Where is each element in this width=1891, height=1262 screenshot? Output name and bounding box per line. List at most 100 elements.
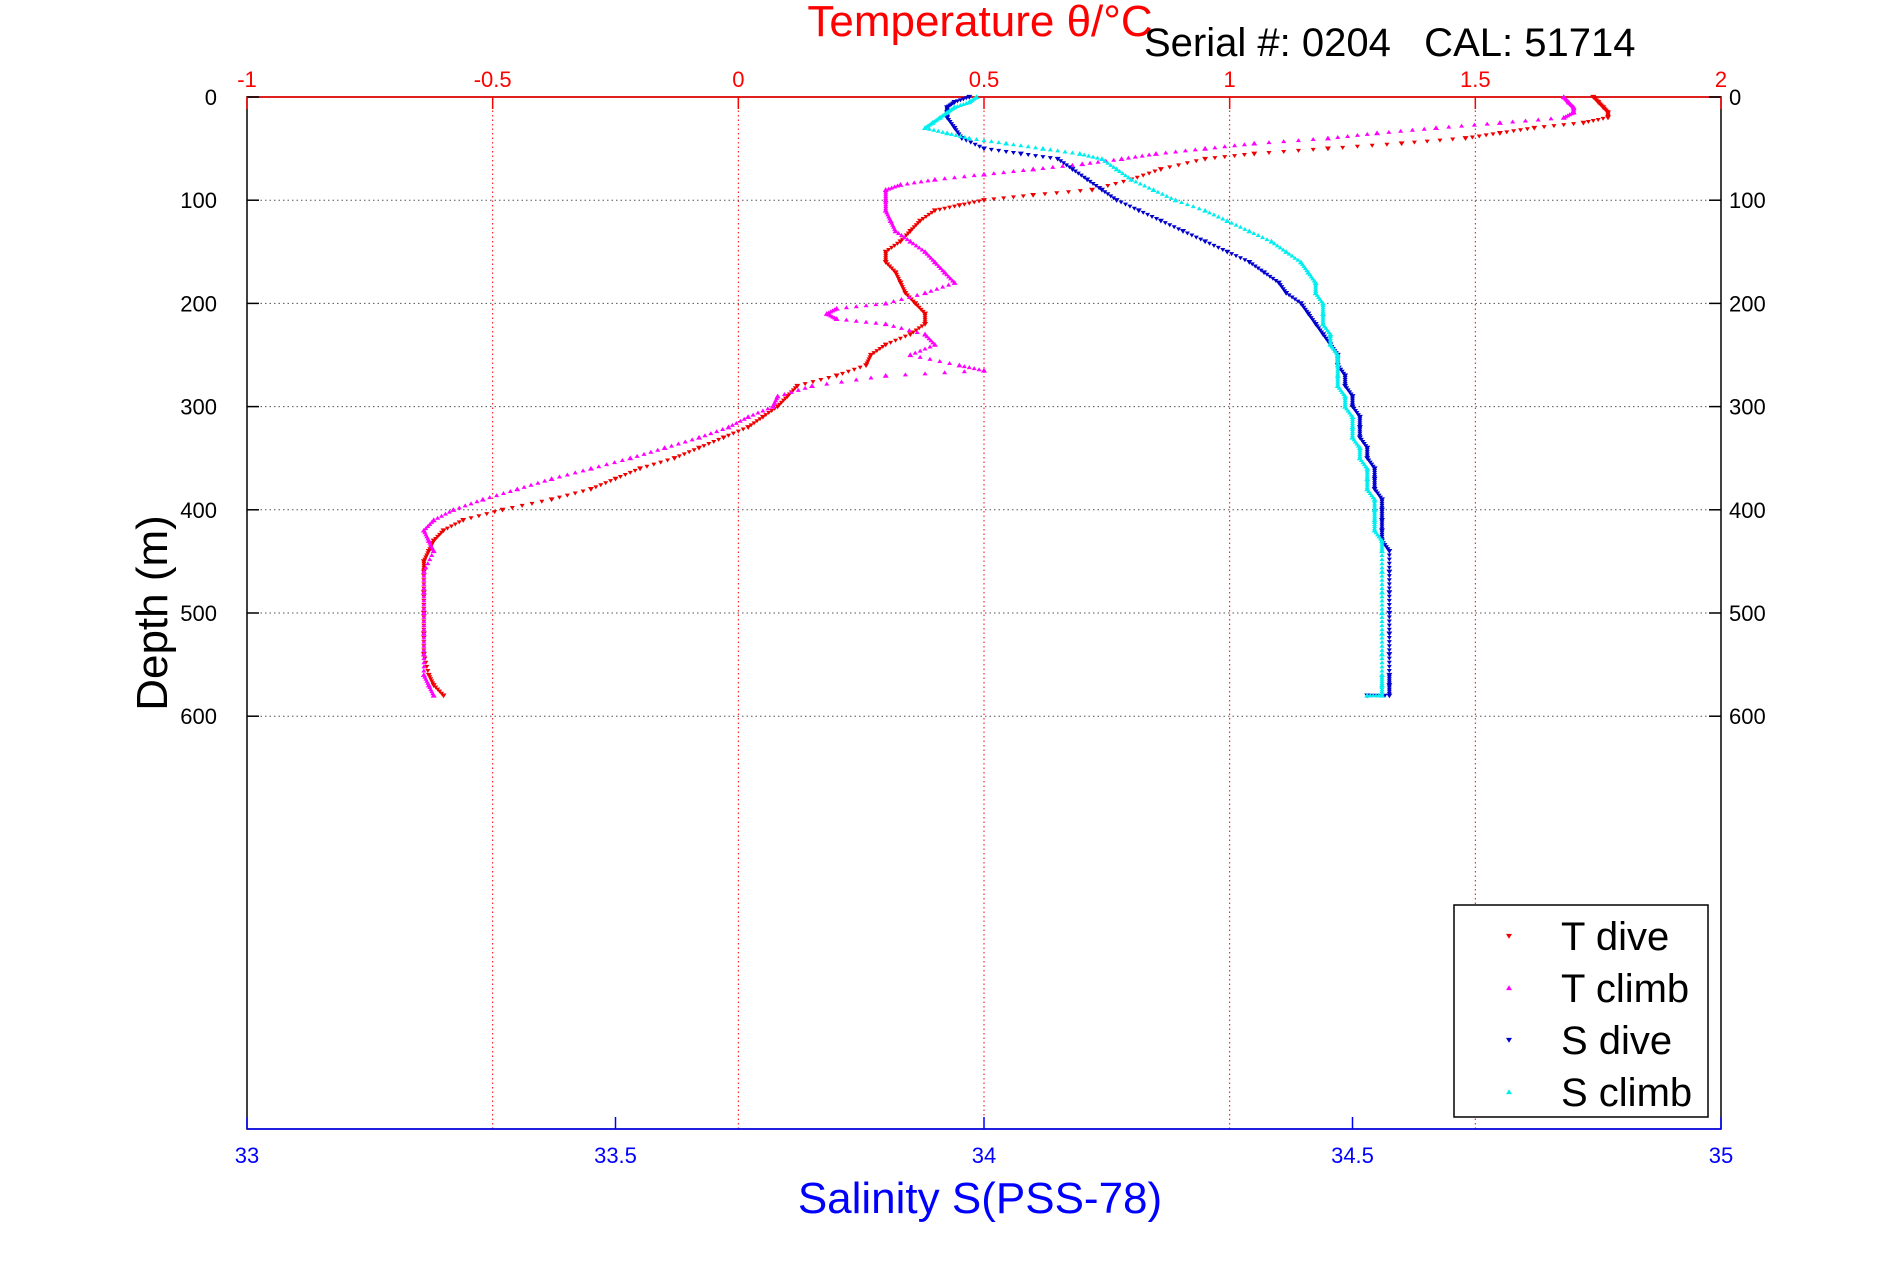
data-point [902,290,909,296]
data-point [1327,334,1333,339]
data-point [1424,139,1430,144]
data-point [421,635,427,640]
data-point [596,464,602,469]
data-point [1379,678,1385,683]
data-point [1323,336,1329,341]
data-point [1334,372,1341,378]
data-point [888,340,894,345]
data-point [1242,226,1248,231]
data-point [1350,418,1355,423]
data-point [1069,167,1076,172]
data-point [1386,693,1393,699]
data-point [1140,210,1146,215]
data-point [1271,241,1277,246]
data-point [1042,192,1048,197]
data-point [429,519,435,524]
data-point [931,208,938,214]
data-point [421,561,427,566]
data-point [1312,321,1319,327]
data-point [961,202,967,207]
data-point [1371,487,1378,492]
data-point [1292,297,1298,302]
data-point [1342,373,1349,379]
data-point [1069,150,1075,155]
data-point [1030,192,1037,198]
data-point [1334,362,1341,368]
data-point [1379,512,1385,517]
data-point [572,470,578,475]
data-point [1251,230,1257,235]
data-point [1357,449,1363,454]
data-point [974,137,980,142]
data-point [927,344,933,349]
data-point [953,128,959,133]
data-point [1386,615,1392,620]
data-point [1364,448,1370,453]
data-point [1379,676,1385,681]
data-point [1113,181,1119,186]
data-point [1098,156,1105,162]
data-point [1386,656,1392,661]
data-point [863,319,869,324]
temperature-tick-label: 0.5 [969,67,1000,92]
data-point [421,585,427,590]
data-point [1310,318,1316,323]
data-point [1273,278,1279,283]
data-point [535,480,541,485]
data-point [996,140,1002,145]
legend-marker [1506,1089,1512,1095]
data-point [1302,307,1308,312]
data-point [1061,161,1067,166]
data-point [1379,594,1385,599]
data-point [1327,336,1333,341]
data-point [1372,468,1378,473]
data-point [760,408,766,413]
data-point [1047,147,1053,152]
data-point [556,495,562,500]
data-point [1386,660,1392,665]
data-point [421,627,427,632]
data-point [1378,548,1385,554]
data-point [1386,669,1392,674]
data-point [981,138,987,143]
data-point [1372,479,1378,484]
legend-label: T climb [1561,967,1689,1011]
data-point [971,173,977,178]
data-point [1459,123,1465,128]
data-point [1352,408,1358,413]
data-point [790,388,796,393]
data-point [492,510,498,515]
data-point [1241,142,1247,147]
data-point [1379,532,1385,537]
data-point [1283,290,1290,296]
data-point [1372,509,1378,514]
data-point [977,144,983,149]
data-point [971,366,977,371]
data-point [1376,493,1382,498]
data-point [1350,400,1355,405]
data-point [1193,235,1199,240]
data-point [479,496,486,502]
data-point [1386,578,1392,583]
data-point [902,372,908,377]
data-point [826,375,832,380]
data-point [499,507,506,513]
data-point [598,483,604,488]
data-point [1089,187,1096,193]
data-point [676,454,682,459]
data-point [905,231,911,236]
data-point [1378,518,1385,523]
data-point [927,356,933,361]
data-point [430,541,436,546]
data-point [1345,133,1351,138]
data-point [1386,687,1392,692]
data-point [1511,129,1517,134]
data-point [1373,489,1379,494]
data-point [963,100,969,105]
data-point [960,101,966,106]
data-point [1279,285,1285,290]
data-point [1386,590,1393,596]
data-point [1590,118,1596,123]
data-point [1327,338,1333,343]
data-point [448,524,454,529]
